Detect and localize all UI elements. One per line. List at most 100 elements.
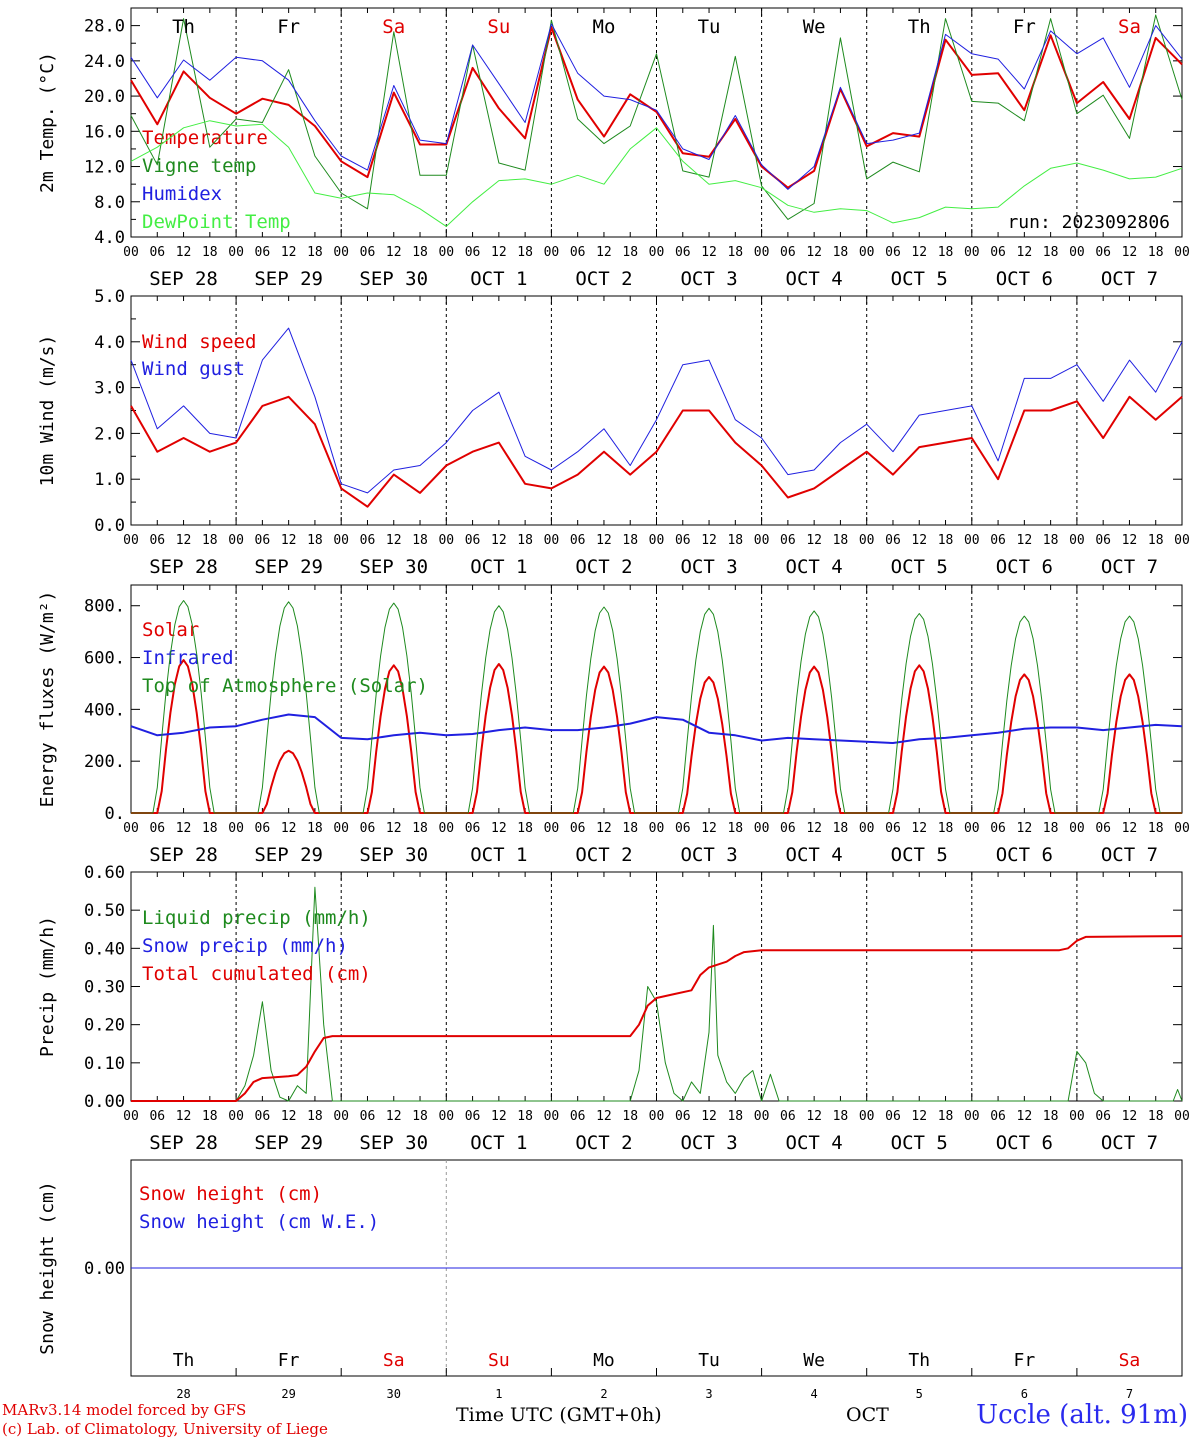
weekday-label: Tu (698, 1350, 720, 1371)
series-line-wind-speed (130, 395, 1183, 508)
hour-tick-label: 12 (491, 533, 507, 548)
date-label: OCT 6 (996, 268, 1053, 290)
hour-tick-label: 18 (833, 245, 849, 260)
hour-tick-label: 12 (596, 533, 612, 548)
hour-tick-label: 18 (202, 245, 218, 260)
series-line-liquid-precip-mm-h- (131, 886, 1183, 1102)
hour-tick-label: 18 (1148, 533, 1164, 548)
hour-tick-label: 18 (622, 533, 638, 548)
hour-tick-label: 12 (701, 533, 717, 548)
hour-tick-label: 00 (859, 533, 875, 548)
date-label: OCT 1 (470, 844, 527, 866)
y-tick-label: 3.0 (94, 379, 125, 399)
hour-tick-label: 06 (570, 245, 586, 260)
hour-tick-label: 06 (675, 533, 691, 548)
hour-tick-label: 12 (491, 1109, 507, 1124)
day-number-label: 2 (600, 1387, 607, 1401)
hour-tick-label: 00 (649, 821, 665, 836)
weekday-label: Fr (1013, 16, 1036, 38)
hour-tick-label: 00 (333, 1109, 349, 1124)
hour-tick-label: 00 (1069, 821, 1085, 836)
hour-tick-label: 18 (412, 533, 428, 548)
hour-tick-label: 06 (675, 1109, 691, 1124)
date-label: OCT 5 (891, 268, 948, 290)
hour-tick-label: 00 (438, 245, 454, 260)
hour-tick-label: 18 (622, 1109, 638, 1124)
hour-tick-label: 00 (649, 1109, 665, 1124)
hour-tick-label: 00 (228, 245, 244, 260)
hour-tick-label: 06 (149, 821, 165, 836)
day-number-label: 5 (916, 1387, 923, 1401)
hour-tick-label: 06 (149, 533, 165, 548)
hour-tick-label: 00 (649, 533, 665, 548)
hour-tick-label: 12 (596, 1109, 612, 1124)
chart-panel-4: 00 06 12 18 00 06 12 18 00 06 12 18 00 06 12 18 00 06 12 18… (37, 863, 1190, 1154)
date-label: SEP 28 (149, 844, 218, 866)
date-label: OCT 1 (470, 556, 527, 578)
hour-tick-label: 12 (176, 245, 192, 260)
hour-tick-label: 12 (1122, 245, 1138, 260)
date-label: SEP 28 (149, 556, 218, 578)
series-line-temperature (130, 26, 1183, 189)
y-tick-label: 0. (105, 804, 125, 824)
legend-entry: DewPoint Temp (142, 211, 291, 233)
hour-tick-label: 12 (281, 821, 297, 836)
weekday-label: Sa (383, 1350, 405, 1371)
y-tick-label: 0.30 (84, 978, 125, 998)
hour-tick-label: 12 (281, 533, 297, 548)
y-tick-label: 0.60 (84, 863, 125, 883)
date-label: OCT 3 (680, 556, 737, 578)
weekday-label: Sa (1118, 16, 1141, 38)
y-tick-label: 24.0 (84, 52, 125, 72)
hour-tick-label: 06 (149, 1109, 165, 1124)
hour-tick-label: 00 (333, 533, 349, 548)
legend-entry: Vigne temp (142, 155, 256, 177)
hour-tick-label: 00 (964, 821, 980, 836)
hour-tick-label: 12 (806, 245, 822, 260)
date-label: OCT 2 (575, 844, 632, 866)
hour-tick-label: 00 (333, 821, 349, 836)
y-tick-label: 200. (84, 752, 125, 772)
hour-tick-label: 06 (780, 1109, 796, 1124)
y-axis-label: 2m Temp. (°C) (37, 52, 58, 193)
hour-tick-label: 00 (123, 821, 139, 836)
hour-tick-label: 12 (911, 533, 927, 548)
y-tick-label: 16.0 (84, 122, 125, 142)
hour-tick-label: 12 (596, 245, 612, 260)
hour-tick-label: 18 (517, 821, 533, 836)
date-label: OCT 5 (891, 844, 948, 866)
hour-tick-label: 06 (255, 821, 271, 836)
hour-tick-label: 12 (386, 821, 402, 836)
y-axis-label: Snow height (cm) (37, 1181, 58, 1354)
y-tick-label: 28.0 (84, 17, 125, 37)
y-tick-label: 2.0 (94, 424, 125, 444)
hour-tick-label: 18 (1043, 533, 1059, 548)
hour-tick-label: 06 (675, 821, 691, 836)
hour-tick-label: 18 (1043, 245, 1059, 260)
weekday-label: Th (908, 1350, 930, 1371)
hour-tick-label: 18 (517, 245, 533, 260)
y-axis-label: 10m Wind (m/s) (37, 335, 58, 487)
hour-tick-label: 00 (1069, 1109, 1085, 1124)
time-axis-title: Time UTC (GMT+0h) (456, 1404, 662, 1426)
hour-tick-label: 12 (1122, 533, 1138, 548)
hour-tick-label: 06 (255, 533, 271, 548)
hour-tick-label: 12 (386, 533, 402, 548)
hour-tick-label: 06 (885, 1109, 901, 1124)
hour-tick-label: 18 (833, 821, 849, 836)
hour-tick-label: 12 (1017, 821, 1033, 836)
hour-tick-label: 12 (386, 1109, 402, 1124)
chart-panel-2: 00 06 12 18 00 06 12 18 00 06 12 18 00 06 12 18 00 06 12 18… (37, 287, 1190, 578)
hour-tick-label: 18 (202, 533, 218, 548)
weekday-label: Th (908, 16, 931, 38)
hour-tick-label: 12 (701, 245, 717, 260)
hour-tick-label: 18 (307, 821, 323, 836)
hour-tick-label: 00 (544, 1109, 560, 1124)
hour-tick-label: 12 (176, 1109, 192, 1124)
weekday-label: We (803, 16, 826, 38)
hour-tick-label: 06 (885, 245, 901, 260)
hour-tick-label: 18 (727, 533, 743, 548)
hour-tick-label: 06 (360, 533, 376, 548)
hour-tick-label: 00 (544, 245, 560, 260)
hour-tick-label: 06 (570, 1109, 586, 1124)
